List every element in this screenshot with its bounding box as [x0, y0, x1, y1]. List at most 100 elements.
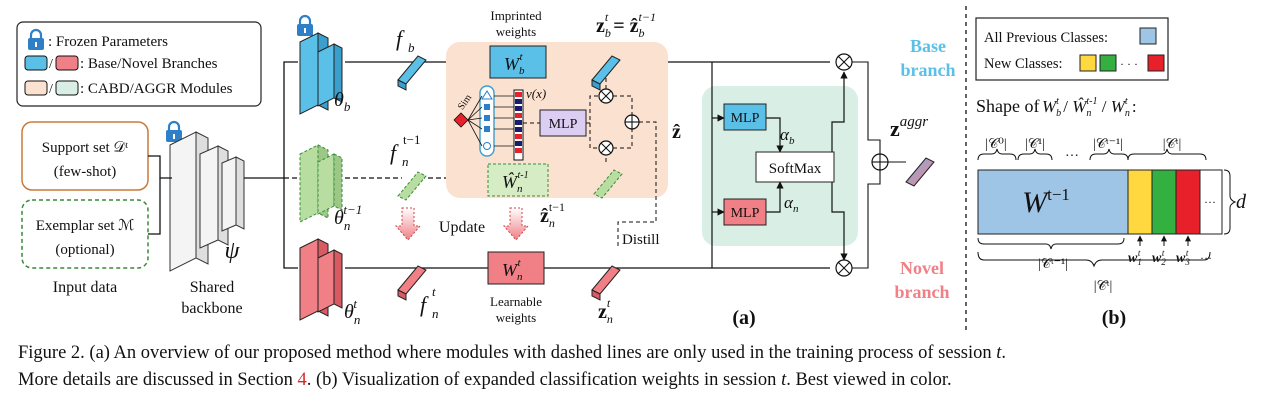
module-swatch-icon: / — [24, 80, 79, 97]
w1-label: w1t — [1128, 248, 1142, 267]
fn-sub: n — [432, 306, 439, 321]
w2-label: w2t — [1152, 248, 1166, 267]
fb-symbol: f — [396, 26, 405, 51]
zn-label: znt — [598, 296, 613, 326]
new-classes-label: New Classes: — [984, 56, 1063, 72]
fn-sup: t — [432, 284, 436, 299]
distill-label: Distill — [622, 232, 660, 248]
caption-var: t — [996, 343, 1002, 363]
new-classes-dots: · · · — [1120, 57, 1138, 71]
legend-modules: : CABD/AGGR Modules — [80, 81, 233, 97]
w-dots: ··· — [1200, 251, 1212, 265]
cabd-module: Imprinted weights Wbt Sim — [446, 8, 681, 248]
tilde-ct-label: |𝒞̃ᵗ| — [1094, 279, 1113, 294]
fn-old-symbol: f — [390, 140, 399, 165]
legend: : Frozen Parameters / : Base/Novel Branc… — [16, 21, 262, 107]
caption-text: . (b) Visualization of expanded classifi… — [306, 370, 782, 390]
fn-symbol: f — [420, 292, 429, 317]
c1-label: |𝒞¹| — [1025, 137, 1045, 152]
prev-swatch — [1139, 27, 1157, 45]
shape-of-label: Shape of — [976, 96, 1039, 116]
caption-text: More details are discussed in Section — [18, 370, 298, 390]
nu-label: ν(x) — [526, 86, 546, 101]
feature-fn-old: f n t−1 — [390, 132, 427, 201]
aggr-mlp-bottom-label: MLP — [731, 206, 760, 221]
lock-icon — [166, 120, 182, 142]
w-yellow-column — [1127, 169, 1153, 235]
shared-backbone: ψ Shared backbone — [166, 120, 245, 317]
alpha-b: αb — [780, 125, 795, 147]
caption-text: Figure 2. (a) An overview of our propose… — [18, 343, 997, 363]
section-link[interactable]: 4 — [297, 370, 307, 390]
backbone-symbol: ψ — [225, 238, 241, 264]
feature-fb: f b — [396, 26, 427, 91]
theta-b: θb — [334, 89, 351, 114]
w-red-column — [1175, 169, 1201, 235]
legend-box — [16, 21, 262, 107]
support-set-note: (few-shot) — [54, 164, 116, 180]
c-dots-label: … — [1065, 145, 1079, 160]
legend-frozen: : Frozen Parameters — [48, 34, 168, 50]
panel-b-label: (b) — [1102, 307, 1126, 329]
output-zn: znt — [591, 265, 621, 326]
input-connectors — [148, 155, 284, 235]
weight-wb-box — [489, 45, 547, 79]
legend-branches: : Base/Novel Branches — [80, 56, 218, 72]
ct1-label: |𝒞ᵗ⁻¹| — [1093, 137, 1123, 152]
cabd-mlp-box — [539, 109, 587, 137]
exemplar-set-box — [21, 199, 149, 269]
novel-branch-label-2: branch — [894, 282, 949, 302]
input-data: Support set 𝒟ᵗ (few-shot) Exemplar set ℳ… — [21, 121, 149, 296]
green-swatch — [1099, 54, 1117, 72]
w3-label: w3t — [1176, 248, 1190, 267]
lock-icon — [28, 28, 44, 50]
yellow-swatch — [1079, 54, 1097, 72]
output-zb: zbt = ẑbt−1 — [591, 10, 656, 91]
svg-text:/: / — [49, 57, 53, 72]
svg-text:/: / — [49, 82, 53, 97]
zhat-label: ẑ — [672, 121, 681, 143]
ct-label: |𝒞ᵗ| — [1163, 137, 1182, 152]
output-zn-old: ẑnt−1 — [540, 169, 623, 230]
zaggr-label: zaggr — [890, 114, 928, 141]
column-arrows — [1137, 235, 1191, 246]
tilde-ct1-label: |𝒞̃ᵗ⁻¹| — [1038, 257, 1068, 272]
all-prev-label: All Previous Classes: — [984, 30, 1108, 46]
caption-text: . Best viewed in color. — [786, 370, 952, 390]
w-empty-column — [1199, 169, 1223, 235]
c0-label: |𝒞⁰| — [985, 137, 1006, 152]
panel-a-label: (a) — [732, 307, 755, 329]
caption-text: . — [1001, 343, 1006, 363]
theta-n: θnt — [344, 296, 360, 327]
learnable-label-1: Learnable — [490, 294, 542, 309]
lock-icon — [297, 14, 313, 36]
w-prev-block — [977, 169, 1129, 235]
imprinted-label-1: Imprinted — [490, 8, 542, 23]
caption-line-2: More details are discussed in Section 4.… — [18, 367, 1268, 394]
softmax-label: SoftMax — [769, 161, 822, 177]
fn-old-sub: n — [402, 154, 409, 169]
softmax-box — [755, 151, 835, 183]
nu-vector — [513, 89, 524, 161]
base-branch-label-1: Base — [910, 36, 946, 56]
red-swatch — [1147, 54, 1165, 72]
theta-n-old: θnt−1 — [334, 202, 362, 233]
wn-old-label: Ŵnt-1 — [502, 170, 529, 195]
zb-label: zbt = ẑbt−1 — [596, 10, 656, 40]
weight-wn-box — [487, 251, 545, 285]
w-green-column — [1151, 169, 1177, 235]
aggr-mlp-bottom-box — [723, 198, 767, 226]
alpha-n: αn — [784, 193, 799, 215]
update-label: Update — [439, 219, 485, 236]
branch-swatch-icon: / — [24, 55, 79, 72]
exemplar-set-note: (optional) — [55, 242, 114, 258]
novel-weights: Wnt Learnable weights — [487, 251, 545, 325]
input-data-label: Input data — [53, 279, 117, 296]
output-zaggr: zaggr — [890, 114, 935, 187]
panel-b-legend-box — [975, 17, 1169, 81]
w-column-dots: ··· — [1204, 195, 1216, 209]
wn-label: Wnt — [502, 257, 523, 283]
novel-branch-blocks: θnt — [299, 238, 360, 327]
fn-old-sup: t−1 — [403, 132, 420, 147]
weight-wn-old-box — [487, 163, 549, 197]
